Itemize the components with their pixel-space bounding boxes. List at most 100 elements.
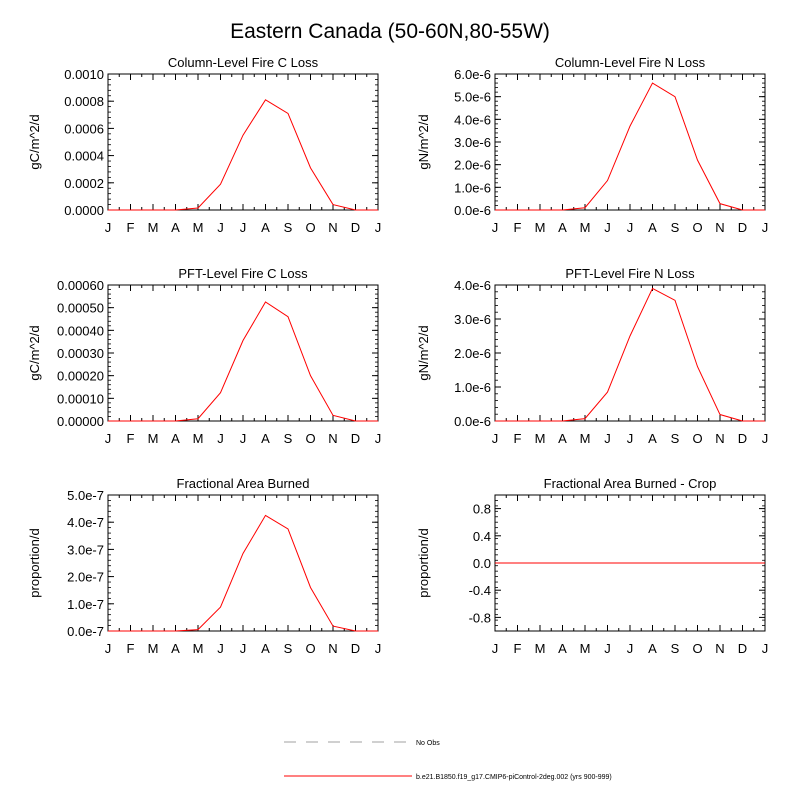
y-tick-label: 0.0006 (64, 121, 104, 136)
y-tick-label: 4.0e-7 (67, 515, 104, 530)
x-tick-label: D (738, 431, 747, 446)
x-tick-label: N (715, 431, 724, 446)
x-tick-label: J (762, 220, 769, 235)
x-tick-label: N (328, 220, 337, 235)
x-tick-label: N (715, 641, 724, 656)
y-tick-label: 3.0e-6 (454, 312, 491, 327)
x-tick-label: A (558, 220, 567, 235)
y-tick-label: 0.0 (473, 556, 491, 571)
series-line (495, 287, 765, 422)
x-tick-label: J (375, 641, 382, 656)
x-tick-label: F (514, 431, 522, 446)
x-tick-label: S (284, 431, 293, 446)
x-tick-label: A (171, 431, 180, 446)
x-tick-label: M (148, 641, 159, 656)
x-tick-label: J (217, 220, 224, 235)
series-line (108, 99, 378, 211)
x-tick-label: D (738, 641, 747, 656)
legend-label-1: No Obs (416, 740, 440, 747)
y-tick-label: 3.0e-6 (454, 135, 491, 150)
y-tick-label: 0.0000 (64, 203, 104, 218)
panel-title: Fractional Area Burned - Crop (544, 476, 717, 491)
y-tick-label: 0.00040 (57, 323, 104, 338)
y-tick-label: 4.0e-6 (454, 278, 491, 293)
x-tick-label: M (535, 431, 546, 446)
plot-frame (107, 284, 379, 422)
series-line (108, 301, 378, 422)
x-tick-label: N (715, 220, 724, 235)
x-tick-label: A (171, 220, 180, 235)
panel-title: PFT-Level Fire N Loss (565, 266, 695, 281)
x-tick-label: M (580, 641, 591, 656)
y-tick-label: 2.0e-6 (454, 158, 491, 173)
y-tick-label: 0.8 (473, 502, 491, 517)
y-tick-label: 2.0e-6 (454, 346, 491, 361)
x-tick-label: S (671, 641, 680, 656)
x-tick-label: J (627, 220, 634, 235)
y-axis-label: gN/m^2/d (416, 114, 431, 169)
x-tick-label: N (328, 641, 337, 656)
y-tick-label: 1.0e-7 (67, 597, 104, 612)
x-tick-label: D (351, 641, 360, 656)
y-tick-label: 3.0e-7 (67, 542, 104, 557)
y-tick-label: 2.0e-7 (67, 570, 104, 585)
x-tick-label: S (671, 220, 680, 235)
y-tick-label: 0.00030 (57, 346, 104, 361)
x-tick-label: M (193, 431, 204, 446)
y-tick-label: 0.0e-6 (454, 203, 491, 218)
x-tick-label: J (105, 220, 112, 235)
x-tick-label: M (580, 220, 591, 235)
y-axis-label: gC/m^2/d (27, 114, 42, 169)
y-tick-label: 5.0e-7 (67, 488, 104, 503)
x-tick-label: S (671, 431, 680, 446)
y-tick-label: 0.0e-6 (454, 414, 491, 429)
y-tick-label: 0.4 (473, 529, 491, 544)
y-tick-label: 0.0004 (64, 149, 104, 164)
x-tick-label: D (351, 220, 360, 235)
x-tick-label: F (514, 641, 522, 656)
y-tick-label: 0.00010 (57, 391, 104, 406)
series-line (108, 514, 378, 632)
plot-frame (107, 494, 379, 632)
x-tick-label: A (648, 641, 657, 656)
panel-6: Fractional Area Burned - Crop proportion/… (416, 476, 768, 656)
panel-title: Column-Level Fire C Loss (168, 55, 319, 70)
plot-frame (107, 73, 379, 211)
x-tick-label: J (604, 641, 611, 656)
x-tick-label: A (171, 641, 180, 656)
x-tick-label: S (284, 641, 293, 656)
y-tick-label: 6.0e-6 (454, 67, 491, 82)
x-tick-label: J (492, 641, 499, 656)
x-tick-label: D (738, 220, 747, 235)
x-tick-label: J (604, 220, 611, 235)
y-tick-label: 0.0010 (64, 67, 104, 82)
panel-title: PFT-Level Fire C Loss (178, 266, 308, 281)
y-tick-label: 0.00020 (57, 369, 104, 384)
x-tick-label: A (648, 220, 657, 235)
x-tick-label: J (240, 431, 247, 446)
x-tick-label: J (604, 431, 611, 446)
x-tick-label: F (127, 431, 135, 446)
x-tick-label: M (148, 220, 159, 235)
x-tick-label: M (535, 641, 546, 656)
x-tick-label: M (535, 220, 546, 235)
x-tick-label: J (627, 431, 634, 446)
x-tick-label: F (127, 641, 135, 656)
series-line (495, 82, 765, 211)
x-tick-label: J (217, 641, 224, 656)
y-tick-label: 0.00050 (57, 301, 104, 316)
y-tick-label: 5.0e-6 (454, 90, 491, 105)
x-tick-label: O (692, 641, 702, 656)
panel-title: Column-Level Fire N Loss (555, 55, 706, 70)
y-tick-label: 0.00000 (57, 414, 104, 429)
plot-frame (494, 73, 766, 211)
x-tick-label: A (648, 431, 657, 446)
x-tick-label: M (148, 431, 159, 446)
x-tick-label: O (305, 641, 315, 656)
x-tick-label: M (580, 431, 591, 446)
